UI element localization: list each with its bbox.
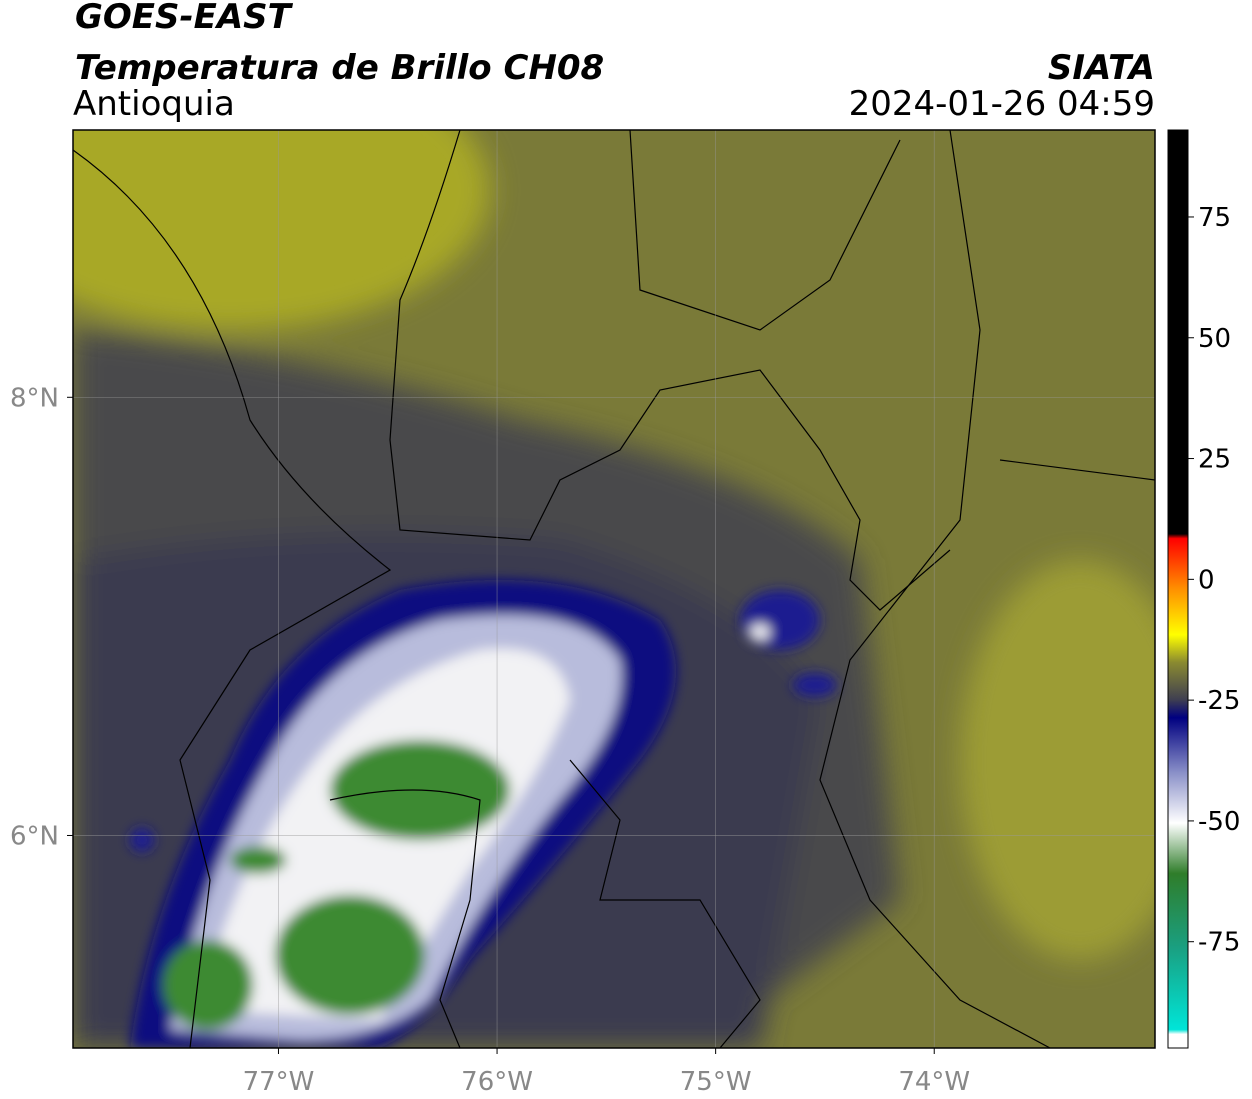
subtitle: Temperatura de Brillo CH08: [75, 48, 604, 88]
colorbar: [1167, 129, 1189, 1049]
satellite-image: [73, 130, 1155, 1048]
colorbar-tick-label: -25: [1198, 686, 1240, 716]
region: Antioquia: [73, 84, 235, 124]
x-tick-label: 75°W: [680, 1067, 752, 1097]
x-tick-label: 76°W: [461, 1067, 533, 1097]
y-tick-label: 6°N: [10, 821, 59, 851]
colorbar-tick-label: -50: [1198, 807, 1240, 837]
title: GOES-EAST: [75, 0, 294, 37]
x-tick-label: 74°W: [898, 1067, 970, 1097]
x-tick-label: 77°W: [243, 1067, 315, 1097]
colorbar-tick-label: -75: [1198, 928, 1240, 958]
colorbar-tick-label: 0: [1198, 565, 1215, 595]
source: SIATA: [1048, 48, 1155, 88]
datetime: 2024-01-26 04:59: [849, 84, 1155, 124]
colorbar-tick-label: 25: [1198, 445, 1231, 475]
colorbar-tick-label: 75: [1198, 203, 1231, 233]
graticule: [73, 130, 1155, 1048]
colorbar-tick-label: 50: [1198, 324, 1231, 354]
y-tick-label: 8°N: [10, 383, 59, 413]
map-frame: [72, 129, 1156, 1049]
